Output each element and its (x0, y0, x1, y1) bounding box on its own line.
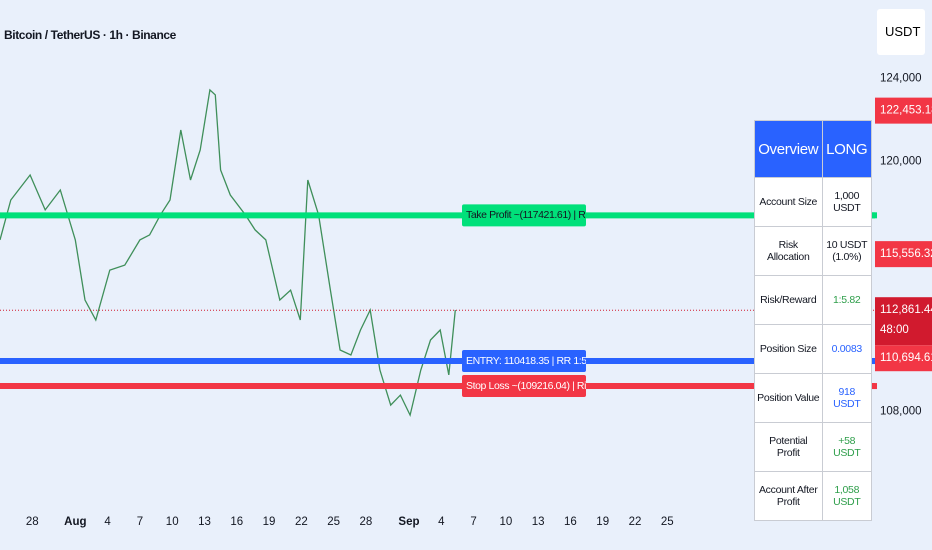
y-tick-label: 120,000 (880, 156, 922, 168)
x-tick-label: 13 (198, 516, 211, 528)
table-cell: +58 USDT (821, 422, 873, 472)
x-tick-label: 16 (230, 516, 243, 528)
table-cell: Position Value (754, 373, 823, 423)
x-tick-label: 28 (360, 516, 373, 528)
table-cell: Risk Allocation (754, 226, 823, 276)
level-label: Stop Loss ~(109216.04) | Risk -10$ (466, 380, 618, 392)
price-tag-label: 122,453.18 (880, 105, 932, 117)
table-row: Position Value 918 USDT (754, 373, 873, 423)
countdown: 48:00 (880, 324, 909, 336)
level-label: Take Profit ~(117421.61) | Reward +585 (466, 209, 637, 221)
x-tick-label: 7 (470, 516, 476, 528)
level-label-box (462, 204, 586, 227)
table-row: Account Size 1,000 USDT (754, 177, 873, 227)
price-tag (875, 97, 932, 124)
level-label-box (462, 375, 586, 398)
x-tick-label: 22 (295, 516, 308, 528)
x-tick-label: 13 (532, 516, 545, 528)
table-cell: Account After Profit (754, 471, 823, 521)
table-cell: Position Size (754, 324, 823, 374)
y-tick-label: 108,000 (880, 405, 922, 417)
price-line (0, 88, 456, 418)
table-row: Potential Profit +58 USDT (754, 422, 873, 472)
table-row: Position Size 0.0083 (754, 324, 873, 374)
table-cell: Potential Profit (754, 422, 823, 472)
table-cell: 1,000 USDT (821, 177, 873, 227)
price-tag-label: 115,556.32 (880, 248, 932, 260)
table-cell: Overview (754, 120, 823, 178)
table-cell: LONG (821, 120, 873, 178)
chart-title: Bitcoin / TetherUS · 1h · Binance (4, 28, 177, 42)
x-tick-label: 4 (104, 516, 111, 528)
price-tag-label: 112,861.44 (880, 304, 932, 316)
y-tick-label: 124,000 (880, 72, 922, 84)
overview-table: Overview LONG Account Size 1,000 USDT Risk A… (754, 120, 873, 521)
table-row: Account After Profit 1,058 USDT (754, 471, 873, 521)
table-row: Risk Allocation 10 USDT (1.0%) (754, 226, 873, 276)
level-label-box (462, 350, 586, 373)
x-tick-label: 10 (499, 516, 512, 528)
level-label: ENTRY: 110418.35 | RR 1:5.8 | PS ~ 0.01 (466, 355, 645, 367)
level-square (871, 383, 877, 390)
level-square (871, 212, 877, 219)
x-tick-label: 4 (438, 516, 445, 528)
x-tick-label: 25 (327, 516, 340, 528)
table-cell: 1,058 USDT (821, 471, 873, 521)
level-square (871, 358, 877, 365)
currency-button[interactable]: USDT (877, 9, 925, 55)
table-cell: 1:5.82 (821, 275, 873, 325)
x-tick-label: 19 (596, 516, 609, 528)
table-row: Overview LONG (754, 120, 873, 178)
price-tag-label: 110,694.61 (880, 352, 932, 364)
x-tick-label: 28 (26, 516, 39, 528)
table-cell: Risk/Reward (754, 275, 823, 325)
table-cell: 918 USDT (821, 373, 873, 423)
price-tag (875, 241, 932, 268)
x-tick-label: Sep (398, 516, 419, 528)
x-tick-label: 16 (564, 516, 577, 528)
x-tick-label: 22 (629, 516, 642, 528)
table-cell: 0.0083 (821, 324, 873, 374)
table-cell: Account Size (754, 177, 823, 227)
x-tick-label: 25 (661, 516, 674, 528)
x-tick-label: Aug (64, 516, 86, 528)
x-tick-label: 10 (166, 516, 179, 528)
price-tag (875, 345, 932, 372)
price-tag (875, 297, 932, 346)
table-row: Risk/Reward 1:5.82 (754, 275, 873, 325)
x-tick-label: 7 (137, 516, 143, 528)
x-tick-label: 19 (263, 516, 276, 528)
table-cell: 10 USDT (1.0%) (821, 226, 873, 276)
